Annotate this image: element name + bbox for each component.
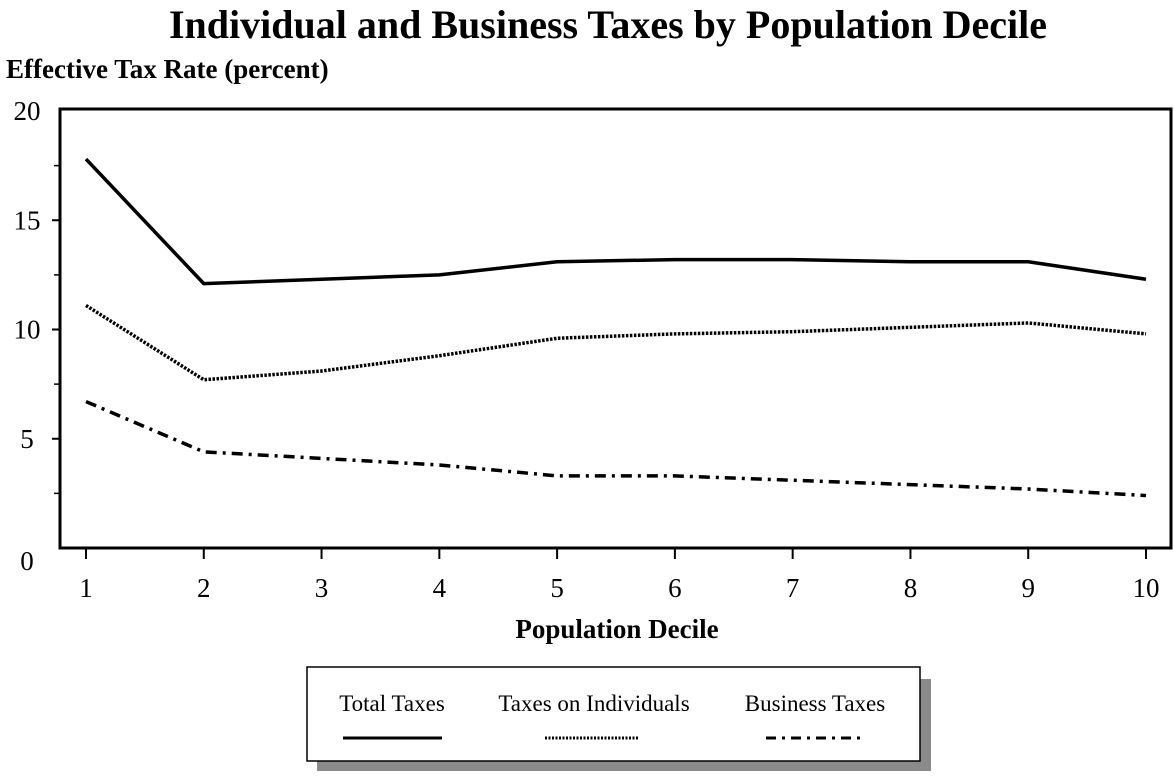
x-tick-label: 1 (79, 573, 93, 603)
x-tick-label: 10 (1133, 573, 1160, 603)
series-line-taxes-on-individuals (85, 303, 1147, 382)
chart-title: Individual and Business Taxes by Populat… (169, 2, 1047, 47)
y-tick-label: 10 (14, 315, 41, 345)
legend-item-business-taxes: Business Taxes (745, 691, 885, 740)
x-tick-label: 7 (786, 573, 800, 603)
x-axis-ticks: 1 2 3 4 5 6 7 8 9 10 (79, 548, 1160, 603)
y-tick-label: 0 (20, 546, 34, 576)
series-line-total-taxes (84, 157, 1147, 286)
x-tick-label: 8 (904, 573, 918, 603)
legend-item-total-taxes: Total Taxes (339, 691, 445, 740)
y-tick-label: 20 (14, 96, 41, 126)
x-tick-label: 5 (550, 573, 564, 603)
legend-label-total-taxes: Total Taxes (339, 691, 445, 716)
x-tick-label: 2 (197, 573, 211, 603)
series-line-business-taxes (85, 399, 1147, 498)
y-tick-label: 5 (20, 424, 34, 454)
y-axis-ticks: 0 5 10 15 20 (14, 96, 60, 576)
y-axis-label: Effective Tax Rate (percent) (6, 54, 329, 84)
legend-label-taxes-on-individuals: Taxes on Individuals (498, 691, 689, 716)
legend-item-taxes-on-individuals: Taxes on Individuals (498, 691, 690, 740)
x-tick-label: 6 (668, 573, 682, 603)
legend-box (306, 666, 921, 762)
plot-frame (58, 107, 1173, 550)
series-layer (84, 157, 1147, 498)
x-tick-label: 3 (315, 573, 329, 603)
legend-label-business-taxes: Business Taxes (745, 691, 885, 716)
legend: Total Taxes Taxes on Individuals Busines… (306, 666, 931, 771)
y-tick-label: 15 (14, 205, 41, 235)
x-tick-label: 4 (433, 573, 447, 603)
x-axis-label: Population Decile (515, 614, 718, 644)
x-tick-label: 9 (1021, 573, 1035, 603)
